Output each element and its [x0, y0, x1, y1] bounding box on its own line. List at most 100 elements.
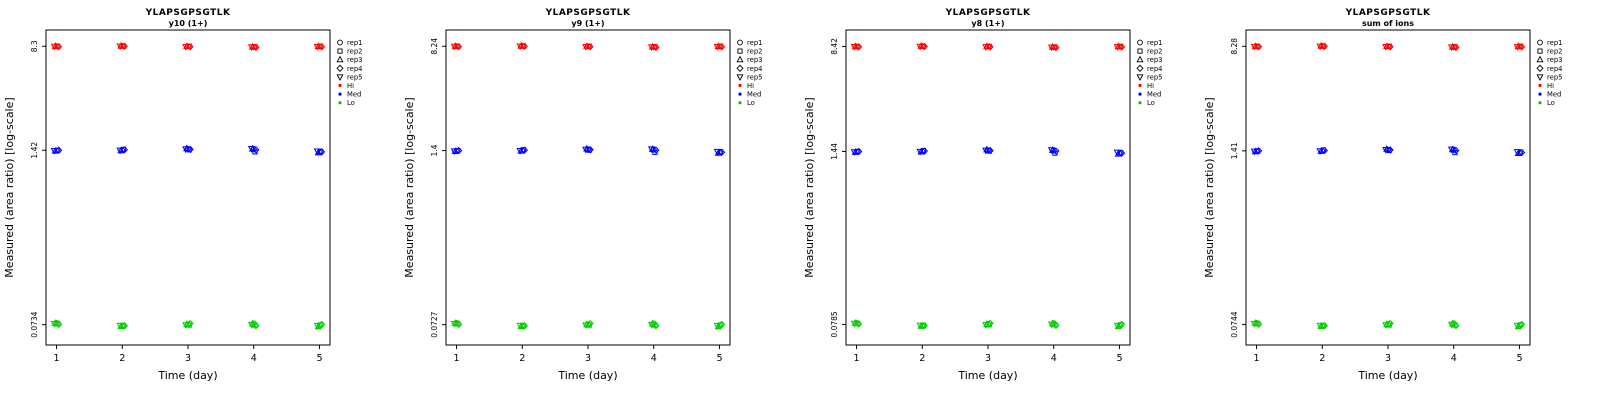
legend-rep-symbol: [1536, 64, 1544, 72]
chart-title: YLAPSGPSGTLK: [1345, 8, 1431, 18]
x-tick-label: 4: [251, 353, 257, 364]
legend-rep-label: rep1: [1547, 39, 1562, 47]
data-point: [517, 322, 525, 330]
legend-level-label: Med: [1547, 91, 1561, 99]
data-point: [55, 320, 63, 329]
series-med: [1250, 145, 1526, 157]
data-point: [1518, 148, 1526, 157]
data-point: [1113, 44, 1121, 51]
legend-level-dot: [1538, 92, 1542, 96]
legend-rep-label: rep2: [1547, 48, 1562, 56]
data-point: [1255, 320, 1263, 329]
data-point: [252, 146, 260, 154]
legend-level-dot: [1138, 101, 1142, 105]
x-tick-label: 3: [985, 353, 991, 364]
x-tick-label: 3: [1385, 353, 1391, 364]
legend-level-label: Med: [1147, 91, 1161, 99]
data-point: [1250, 148, 1258, 156]
legend-rep-symbol: [736, 64, 744, 72]
data-point: [1250, 320, 1258, 328]
legend-rep-label: rep5: [1147, 73, 1162, 81]
legend-rep-label: rep1: [1147, 39, 1162, 47]
legend-level-dot: [738, 83, 742, 88]
data-point: [1452, 321, 1460, 330]
legend-level-dot: [338, 92, 342, 96]
legend-rep-label: rep2: [747, 48, 762, 56]
legend-level-dot: [1538, 83, 1542, 88]
legend-level-label: Hi: [347, 82, 354, 90]
data-point: [916, 43, 924, 51]
data-point: [850, 43, 858, 51]
x-tick-label: 2: [1319, 353, 1325, 364]
legend-rep-symbol: [736, 55, 744, 63]
data-point: [917, 322, 925, 329]
data-point: [247, 145, 256, 153]
y-tick-label: 0.0785: [830, 311, 839, 337]
x-tick-label: 5: [316, 353, 322, 364]
legend-rep-label: rep4: [1547, 65, 1562, 73]
chart-panel-4: YLAPSGPSGTLK sum of ions 1 2 3 4 5 Time (day) 8.…: [1200, 0, 1600, 400]
data-point: [117, 322, 125, 330]
legend-level-label: Med: [347, 91, 361, 99]
x-axis-label: Time (day): [557, 369, 617, 382]
data-point: [982, 44, 990, 51]
legend-level-label: Med: [747, 91, 761, 99]
data-point: [1452, 146, 1460, 155]
legend-rep-label: rep1: [347, 39, 362, 47]
series-med: [450, 144, 726, 157]
x-tick-label: 1: [453, 353, 459, 364]
series-hi: [50, 41, 326, 52]
legend-level-label: Hi: [1147, 82, 1154, 90]
legend-rep-symbol: [1136, 64, 1144, 72]
x-tick-label: 4: [651, 353, 657, 364]
x-tick-label: 2: [519, 353, 525, 364]
series-med: [850, 145, 1126, 157]
y-axis-label: Measured (area ratio) [log-scale]: [1203, 97, 1216, 277]
chart-subtitle: y8 (1+): [971, 19, 1004, 28]
data-point: [647, 146, 656, 154]
data-point: [313, 322, 321, 330]
data-point: [714, 322, 722, 330]
plot-border: [845, 29, 1131, 346]
y-tick-label: 8.42: [830, 38, 839, 55]
data-point: [50, 321, 58, 328]
data-point: [1113, 322, 1121, 330]
data-point: [116, 147, 124, 155]
series-hi: [1250, 41, 1526, 52]
data-point: [647, 321, 656, 329]
data-point: [850, 320, 858, 328]
data-point: [450, 43, 458, 51]
series-lo: [50, 319, 326, 330]
data-point: [652, 321, 660, 330]
legend-rep-symbol: [1137, 48, 1143, 54]
data-point: [50, 43, 58, 51]
data-point: [182, 322, 190, 330]
series-lo: [450, 319, 726, 330]
data-point: [1114, 322, 1122, 330]
legend-rep-symbol: [1136, 74, 1144, 81]
plot-border: [45, 29, 331, 346]
data-point: [1447, 44, 1456, 52]
data-point: [516, 322, 524, 330]
data-point: [182, 43, 190, 51]
y-tick-label: 1.4: [430, 144, 439, 156]
legend-rep-label: rep4: [1147, 65, 1162, 73]
data-point: [1514, 322, 1522, 330]
legend-rep-symbol: [1136, 55, 1144, 63]
legend-rep-symbol: [737, 48, 743, 54]
legend-rep-label: rep3: [347, 56, 362, 64]
y-tick-label: 8.3: [30, 40, 39, 52]
y-tick-label: 8.24: [430, 38, 439, 55]
series-lo: [850, 318, 1126, 330]
chart-subtitle: y10 (1+): [169, 19, 208, 28]
chart-title: YLAPSGPSGTLK: [545, 8, 631, 18]
data-point: [713, 148, 721, 156]
data-point: [182, 146, 190, 154]
y-axis-label: Measured (area ratio) [log-scale]: [3, 97, 16, 277]
data-point: [916, 322, 924, 330]
